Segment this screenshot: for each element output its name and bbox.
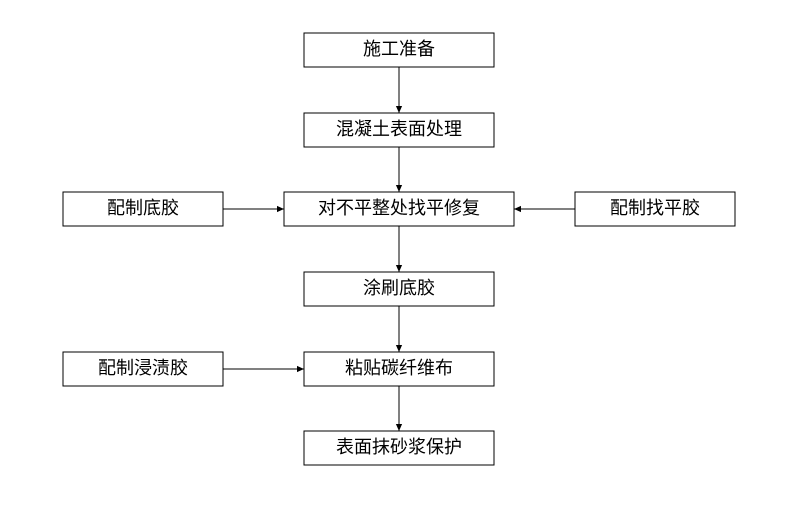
flow-node-label: 配制浸渍胶 [98, 358, 188, 378]
flow-node-label: 表面抹砂浆保护 [336, 437, 462, 457]
flow-node-n4: 涂刷底胶 [304, 272, 494, 306]
flow-node-label: 配制底胶 [107, 198, 179, 218]
flow-node-label: 涂刷底胶 [363, 278, 435, 298]
flow-node-label: 施工准备 [363, 39, 435, 59]
flow-node-n3R: 配制找平胶 [575, 192, 735, 226]
flow-node-label: 对不平整处找平修复 [318, 198, 480, 218]
flow-node-n5L: 配制浸渍胶 [63, 352, 223, 386]
flow-node-n3: 对不平整处找平修复 [284, 192, 514, 226]
flow-node-label: 配制找平胶 [610, 198, 700, 218]
flow-node-n5: 粘贴碳纤维布 [304, 352, 494, 386]
flowchart-canvas: 施工准备混凝土表面处理对不平整处找平修复 配制底胶 配制找平胶涂刷底胶粘贴碳纤维布 配… [0, 0, 800, 530]
flow-node-n1: 施工准备 [304, 33, 494, 67]
flow-node-n2: 混凝土表面处理 [304, 113, 494, 147]
flow-node-label: 粘贴碳纤维布 [345, 358, 453, 378]
flow-node-n3L: 配制底胶 [63, 192, 223, 226]
flow-node-n6: 表面抹砂浆保护 [304, 431, 494, 465]
flow-node-label: 混凝土表面处理 [336, 119, 462, 139]
